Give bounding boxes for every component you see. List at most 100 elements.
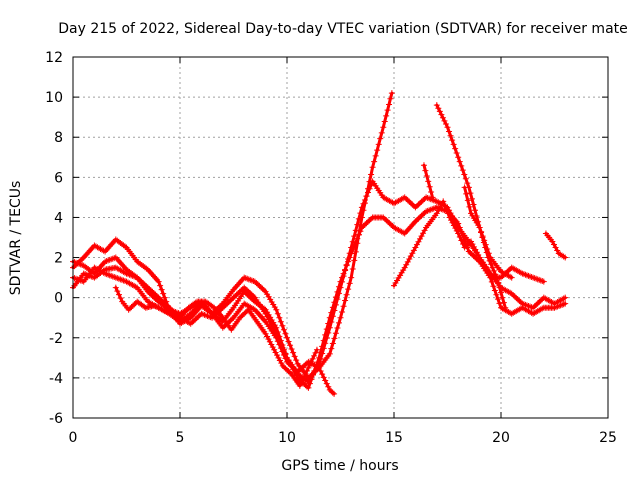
data-point [161,307,168,314]
data-point [384,107,391,114]
data-point [328,388,335,395]
data-point [337,278,344,285]
data-point [461,171,468,178]
data-point [296,382,303,389]
data-point [340,303,347,310]
data-point [274,338,281,345]
data-point [328,309,335,316]
data-point [331,335,338,342]
data-point [155,304,162,311]
data-point [311,352,318,359]
data-point [325,383,332,390]
data-point [372,152,379,159]
data-point [368,182,375,189]
data-point [455,230,462,237]
data-point [303,367,310,374]
data-point [323,326,330,333]
data-point [269,344,276,351]
data-point [383,112,390,119]
data-point [162,308,169,315]
data-point [308,376,315,383]
data-point [483,249,490,256]
data-point [335,319,342,326]
data-point [346,254,353,261]
series-day-9 [420,162,436,201]
data-point [349,266,356,273]
data-point [562,300,569,307]
data-point [331,390,338,397]
data-point [355,231,362,238]
data-point [281,364,288,371]
data-point [470,243,477,250]
data-point [375,141,382,148]
data-point [164,308,171,315]
data-point [319,343,326,350]
data-point [464,197,471,204]
data-point [500,299,507,306]
data-point [151,302,158,309]
data-point [329,389,336,396]
data-point [326,314,333,321]
data-point [357,228,364,235]
data-point [345,258,352,265]
data-point [420,162,427,169]
data-point [438,111,445,118]
data-point [305,364,312,371]
data-point [455,220,462,227]
data-point [450,222,457,229]
data-point [306,361,313,368]
data-point [274,352,281,359]
data-point [377,135,384,142]
data-point [449,137,456,144]
data-point [495,279,502,286]
data-point [351,257,358,264]
data-point [498,289,504,296]
data-point [238,313,245,320]
data-point [275,354,282,361]
data-point [271,346,278,353]
x-axis-label: GPS time / hours [281,458,398,474]
data-point [422,167,429,174]
data-point [277,345,284,352]
data-point [298,379,305,386]
data-point [264,333,271,340]
data-point [354,235,361,242]
data-point [368,171,375,178]
y-axis-label: SDTVAR / TECUs [8,181,24,296]
data-point [489,264,496,271]
data-point [482,244,489,251]
data-point [496,300,503,307]
data-point [305,384,312,391]
data-point [357,210,364,217]
data-point [429,194,436,201]
data-point [549,238,556,245]
data-point [354,221,361,228]
x-tick-label: 15 [385,430,403,446]
data-point [279,348,286,355]
data-point [334,288,341,295]
data-point [157,305,164,312]
data-point [342,266,349,273]
data-point [282,355,289,362]
data-point [316,364,323,371]
data-point [332,330,339,337]
data-point [453,149,460,156]
data-point [265,336,272,343]
data-point [554,247,561,254]
data-point [381,118,388,125]
data-point [167,310,174,317]
data-point [435,105,442,112]
plot-frame [72,56,609,419]
data-point [325,320,332,327]
data-point [470,201,477,208]
data-point [286,369,293,376]
data-point [340,270,347,277]
data-point [493,291,500,298]
data-point [339,308,346,315]
data-point [282,365,289,372]
data-point [326,386,333,393]
data-point [326,350,333,357]
data-point [488,261,495,268]
data-point [442,121,449,128]
